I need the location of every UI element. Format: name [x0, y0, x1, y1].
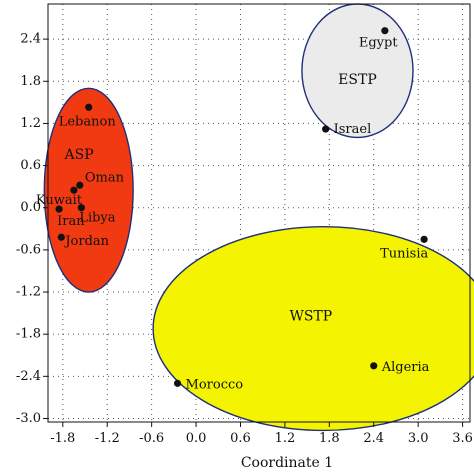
point-label-jordan: Jordan — [63, 234, 109, 249]
point-label-lebanon: Lebanon — [59, 114, 117, 129]
point-label-tunisia: Tunisia — [380, 246, 428, 261]
y-tick-label: -1.2 — [16, 285, 41, 300]
axis-ticks: -1.8 -1.2 -0.6 0.0 0.6 1.2 1.8 2.4 3.0 3.6 -3.0 -2.… — [16, 32, 473, 446]
data-point-libya — [77, 204, 85, 212]
y-tick-label: 0.0 — [20, 200, 41, 215]
x-tick-label: 0.6 — [230, 431, 251, 446]
y-tick-label: 2.4 — [20, 32, 41, 47]
y-tick-label: -1.8 — [16, 327, 41, 342]
cluster-label-estp: ESTP — [338, 72, 377, 88]
cluster-ellipse-asp — [43, 87, 134, 293]
point-label-libya: Libya — [79, 211, 115, 226]
cluster-label-asp: ASP — [64, 147, 94, 163]
x-tick-label: 1.2 — [275, 431, 296, 446]
x-tick-label: 0.0 — [186, 431, 207, 446]
data-point-egypt — [381, 27, 389, 35]
x-tick-label: 3.0 — [408, 431, 429, 446]
cluster-ellipse-wstp — [152, 226, 474, 432]
x-tick-label: 3.6 — [452, 431, 473, 446]
x-tick-label: 1.8 — [319, 431, 340, 446]
data-point-lebanon — [85, 103, 93, 111]
data-point-tunisia — [420, 235, 428, 243]
y-tick-label: 1.2 — [20, 116, 41, 131]
x-axis-title: Coordinate 1 — [241, 455, 333, 471]
y-tick-label: 1.8 — [20, 74, 41, 89]
x-tick-label: -1.8 — [50, 431, 75, 446]
cluster-label-wstp: WSTP — [289, 309, 332, 325]
data-point-oman — [76, 181, 84, 189]
data-point-algeria — [370, 362, 378, 370]
data-point-jordan — [57, 233, 65, 241]
x-tick-label: 2.4 — [363, 431, 384, 446]
y-tick-label: -2.4 — [16, 369, 41, 384]
cluster-ellipses: ESTP ASP WSTP — [43, 3, 474, 432]
point-label-kuwait: Kuwait — [36, 193, 83, 208]
point-label-iran: Iran — [57, 214, 85, 229]
data-point-kuwait — [70, 186, 78, 194]
point-label-oman: Oman — [85, 170, 125, 185]
point-label-israel: Israel — [334, 122, 372, 137]
plot-frame — [47, 3, 471, 423]
point-label-egypt: Egypt — [359, 36, 398, 51]
x-tick-label: -1.2 — [95, 431, 120, 446]
y-tick-label: 0.6 — [20, 158, 41, 173]
x-tick-label: -0.6 — [139, 431, 164, 446]
point-label-morocco: Morocco — [186, 377, 244, 392]
data-point-iran — [55, 205, 63, 213]
cluster-ellipse-estp — [301, 3, 414, 139]
y-tick-label: -0.6 — [16, 242, 41, 257]
data-point-israel — [322, 125, 330, 133]
data-point-morocco — [173, 379, 182, 387]
point-label-algeria: Algeria — [381, 360, 430, 375]
y-tick-label: -3.0 — [16, 411, 41, 426]
